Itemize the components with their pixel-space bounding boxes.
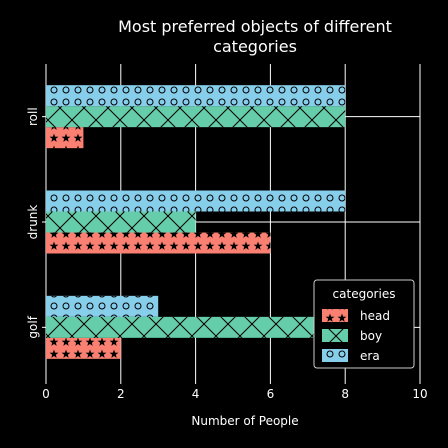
x-tick-label-5: 10 bbox=[412, 387, 427, 401]
bar-golf-era-hatch bbox=[46, 295, 159, 317]
legend-swatch-head-hatch bbox=[322, 309, 348, 322]
x-axis-label: Number of People bbox=[191, 414, 298, 428]
bar-drunk-head-hatch bbox=[46, 232, 271, 254]
bar-roll-head-hatch bbox=[46, 127, 84, 149]
x-tick-label-2: 4 bbox=[192, 387, 200, 401]
legend-label-boy: boy bbox=[360, 329, 382, 343]
y-tick-label-roll: roll bbox=[26, 107, 40, 126]
bars bbox=[46, 85, 346, 359]
legend-swatch-boy-hatch bbox=[322, 329, 348, 342]
x-tick-label-1: 2 bbox=[117, 387, 125, 401]
bar-golf-boy-hatch bbox=[46, 316, 346, 338]
y-tick-label-drunk: drunk bbox=[26, 205, 40, 240]
chart-title-line-1: Most preferred objects of different bbox=[118, 17, 392, 36]
legend-title: categories bbox=[333, 287, 396, 301]
legend-swatch-era-hatch bbox=[322, 349, 348, 362]
legend-label-head: head bbox=[360, 309, 390, 323]
bar-roll-boy-hatch bbox=[46, 106, 346, 128]
y-ticks: golf drunk roll bbox=[26, 107, 46, 339]
chart-title-line-2: categories bbox=[213, 37, 297, 56]
y-tick-label-golf: golf bbox=[26, 315, 40, 338]
legend: categories head boy era bbox=[313, 279, 415, 369]
x-tick-label-3: 6 bbox=[267, 387, 275, 401]
bar-golf-head-hatch bbox=[46, 337, 121, 359]
x-tick-label-0: 0 bbox=[42, 387, 50, 401]
x-ticks: 0 2 4 6 8 10 bbox=[42, 380, 428, 401]
x-tick-label-4: 8 bbox=[341, 387, 349, 401]
legend-label-era: era bbox=[360, 349, 380, 363]
bar-drunk-boy-hatch bbox=[46, 211, 196, 233]
bar-roll-era-hatch bbox=[46, 85, 346, 107]
legend-frame bbox=[313, 279, 415, 369]
bar-drunk-era-hatch bbox=[46, 190, 346, 212]
